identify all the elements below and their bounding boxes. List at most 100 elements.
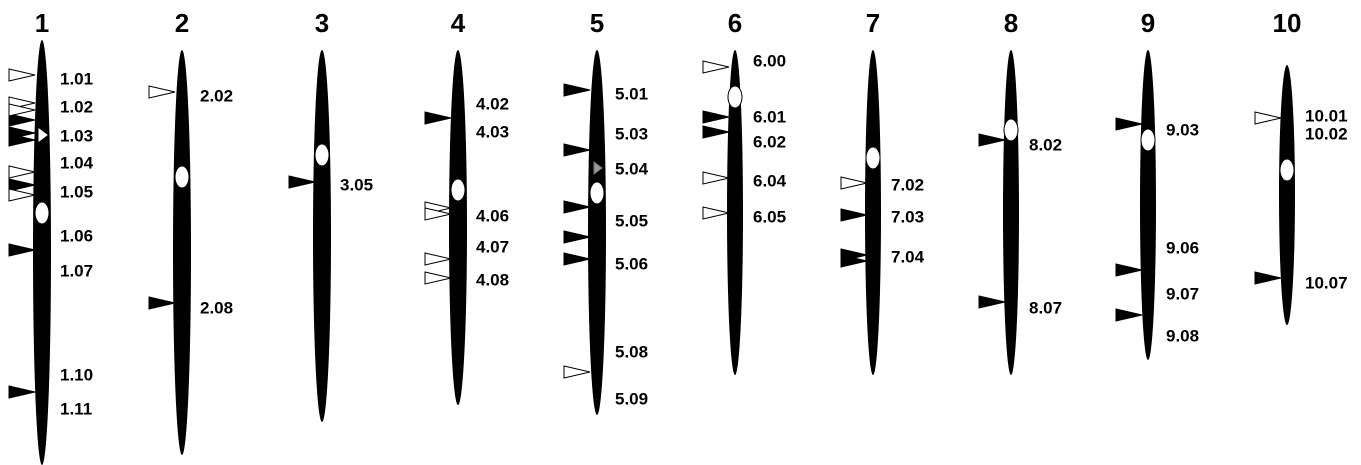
- marker-arrow: [424, 252, 452, 266]
- bin-label: 1.07: [60, 261, 93, 280]
- marker-arrow: [8, 103, 36, 117]
- marker-arrow: [1115, 117, 1143, 131]
- marker-arrow: [702, 110, 730, 124]
- chromosome: [865, 50, 881, 375]
- marker-arrow: [8, 68, 36, 82]
- marker-arrow: [563, 83, 591, 97]
- marker-arrow: [1115, 308, 1143, 322]
- chromosome: [449, 50, 467, 405]
- marker-arrow: [424, 207, 452, 221]
- chromosome: [33, 40, 51, 465]
- marker-arrow: [8, 178, 36, 192]
- bin-label: 1.11: [60, 399, 92, 418]
- marker-arrow: [1254, 111, 1282, 125]
- centromere: [450, 178, 466, 202]
- bin-label: 9.07: [1166, 284, 1199, 303]
- bin-label: 10.07: [1305, 273, 1348, 292]
- chromosome-number: 3: [315, 8, 329, 38]
- bin-label: 1.10: [60, 365, 93, 384]
- bin-label: 1.03: [60, 126, 93, 145]
- marker-arrow: [563, 200, 591, 214]
- bin-label: 7.02: [891, 175, 924, 194]
- bin-label: 5.01: [615, 84, 648, 103]
- bin-label: 4.03: [476, 122, 509, 141]
- bin-label: 1.02: [60, 97, 93, 116]
- centromere: [1140, 128, 1156, 152]
- marker-arrow: [8, 243, 36, 257]
- centromere: [1003, 118, 1019, 142]
- chromosome-number: 8: [1004, 8, 1018, 38]
- marker-arrow: [702, 206, 730, 220]
- marker-arrow: [840, 208, 868, 222]
- marker-arrow: [148, 296, 176, 310]
- marker-arrow: [978, 133, 1006, 147]
- bin-label: 2.02: [200, 86, 233, 105]
- bin-label: 5.09: [615, 389, 648, 408]
- marker-arrow: [8, 165, 36, 179]
- marker-arrow: [702, 60, 730, 74]
- marker-arrow: [702, 125, 730, 139]
- centromere: [34, 201, 50, 225]
- marker-arrow: [563, 143, 591, 157]
- marker-arrow: [8, 188, 36, 202]
- bin-label: 7.03: [891, 207, 924, 226]
- bin-label: 10.02: [1305, 124, 1348, 143]
- centromere: [589, 181, 605, 205]
- bin-label: 6.02: [753, 132, 786, 151]
- bin-label: 4.07: [476, 237, 509, 256]
- bin-label: 6.01: [753, 107, 786, 126]
- marker-arrow: [593, 161, 603, 175]
- marker-arrow: [563, 365, 591, 379]
- chromosome: [1279, 65, 1295, 325]
- centromere: [314, 143, 330, 167]
- bin-label: 9.03: [1166, 120, 1199, 139]
- marker-arrow: [563, 252, 591, 266]
- bin-label: 10.01: [1305, 106, 1348, 125]
- centromere: [1279, 158, 1295, 182]
- chromosome-number: 6: [728, 8, 742, 38]
- chromosome-number: 1: [35, 8, 49, 38]
- bin-label: 4.08: [476, 270, 509, 289]
- bin-label: 4.06: [476, 206, 509, 225]
- marker-arrow: [8, 113, 36, 127]
- marker-arrow: [1254, 271, 1282, 285]
- marker-arrow: [38, 128, 48, 142]
- marker-arrow: [148, 85, 176, 99]
- bin-label: 9.06: [1166, 238, 1199, 257]
- chromosome: [173, 50, 191, 455]
- centromere: [727, 85, 743, 109]
- chromosome: [727, 50, 743, 375]
- bin-label: 5.06: [615, 254, 648, 273]
- bin-label: 1.05: [60, 182, 93, 201]
- marker-arrow: [8, 133, 36, 147]
- marker-arrow: [424, 271, 452, 285]
- centromere: [865, 146, 881, 170]
- chromosome: [1140, 50, 1156, 360]
- marker-arrow: [563, 230, 591, 244]
- bin-label: 8.07: [1029, 298, 1062, 317]
- bin-label: 6.05: [753, 207, 786, 226]
- chromosome: [313, 50, 331, 422]
- marker-arrow: [288, 175, 316, 189]
- bin-label: 1.06: [60, 226, 93, 245]
- chromosome-number: 5: [590, 8, 604, 38]
- bin-label: 2.08: [200, 298, 233, 317]
- bin-label: 5.03: [615, 124, 648, 143]
- bin-label: 3.05: [340, 175, 373, 194]
- marker-arrow: [424, 111, 452, 125]
- marker-arrow: [840, 254, 868, 268]
- chromosome-number: 2: [175, 8, 189, 38]
- bin-label: 5.04: [615, 159, 649, 178]
- marker-arrow: [702, 171, 730, 185]
- marker-arrow: [8, 385, 36, 399]
- marker-arrow: [978, 295, 1006, 309]
- marker-arrow: [1115, 263, 1143, 277]
- chromosome: [588, 50, 606, 415]
- chromosome-number: 10: [1273, 8, 1302, 38]
- bin-label: 6.00: [753, 51, 786, 70]
- bin-label: 5.08: [615, 342, 648, 361]
- bin-label: 4.02: [476, 94, 509, 113]
- marker-arrow: [840, 176, 868, 190]
- bin-label: 1.04: [60, 153, 94, 172]
